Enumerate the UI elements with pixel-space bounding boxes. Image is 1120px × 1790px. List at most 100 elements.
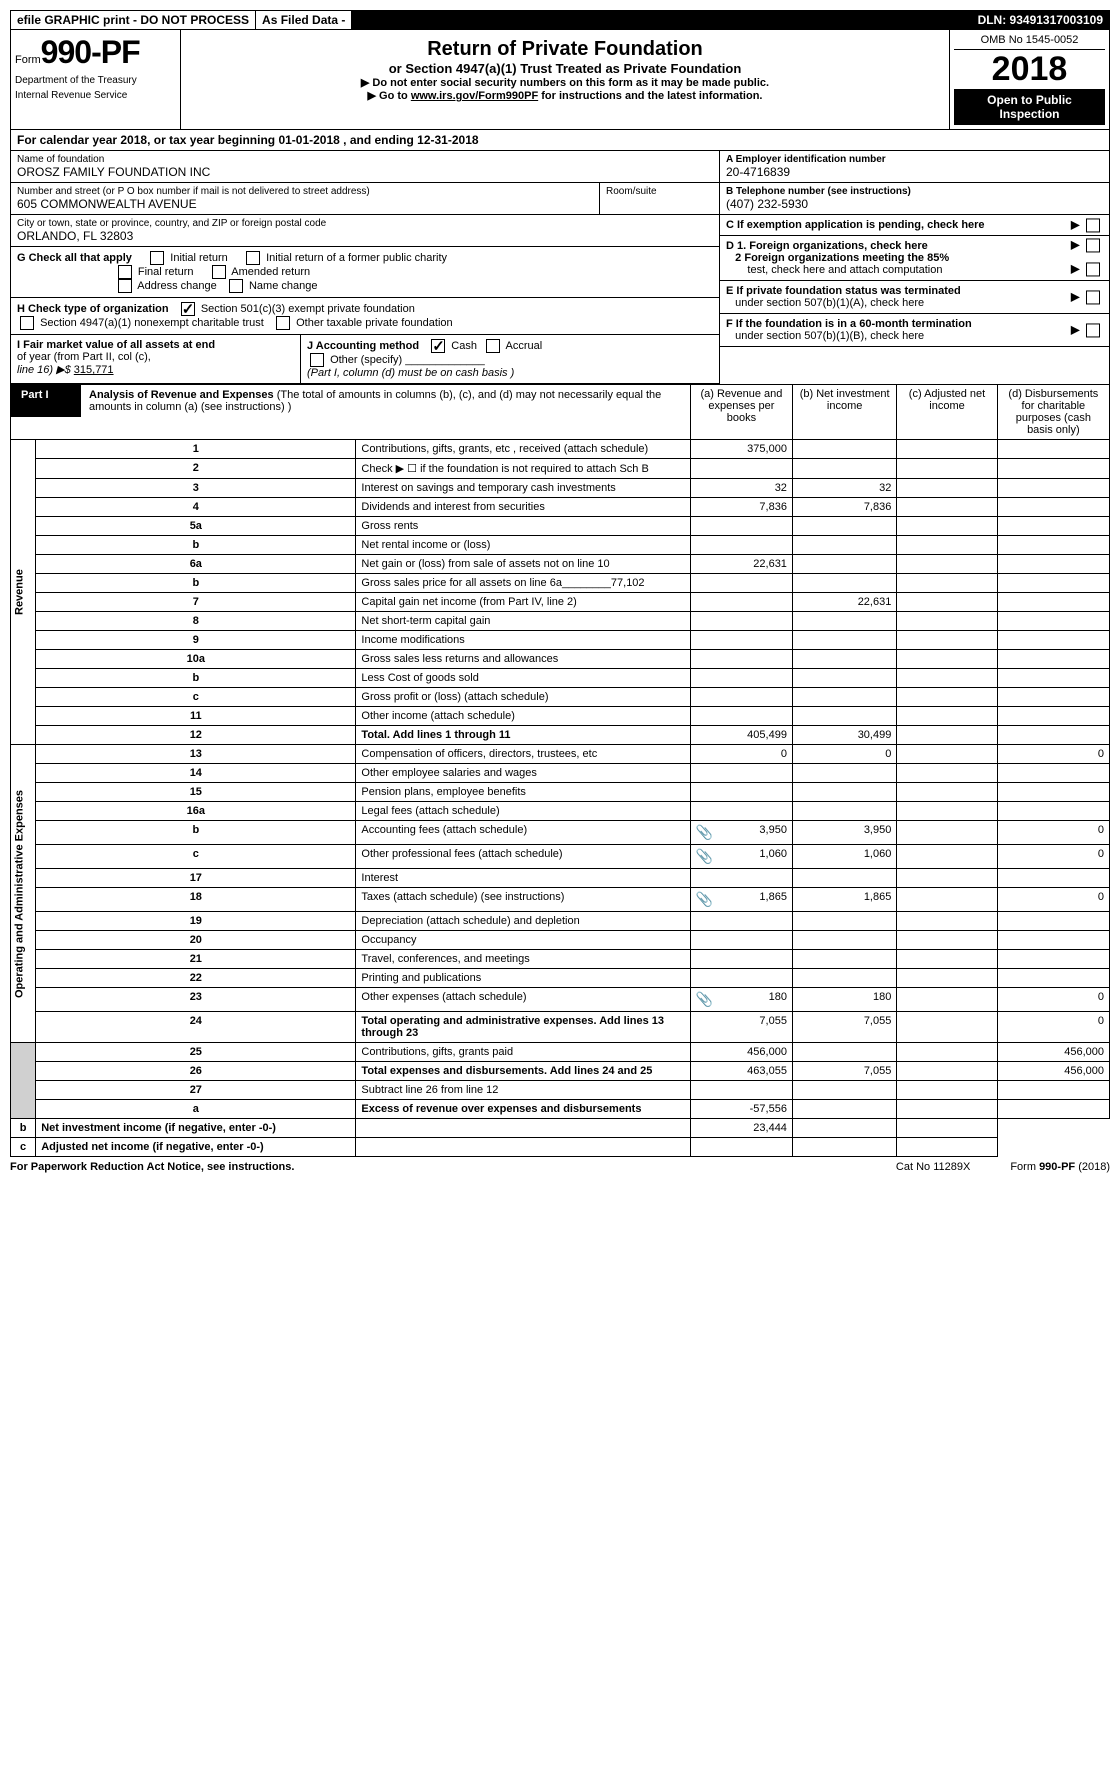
initial-former-checkbox[interactable] — [246, 251, 260, 265]
catalog-number: Cat No 11289X — [896, 1161, 970, 1173]
amount-cell — [897, 726, 997, 745]
section-i: I Fair market value of all assets at end… — [11, 335, 301, 383]
e-label: E If private foundation status was termi… — [726, 285, 961, 297]
form-title: Return of Private Foundation — [189, 38, 941, 61]
amount-cell — [792, 764, 896, 783]
amount-cell — [997, 783, 1109, 802]
g-opt-5: Name change — [249, 280, 318, 292]
amount-cell — [690, 931, 792, 950]
g-opt-3: Amended return — [231, 266, 310, 278]
amount-cell — [997, 950, 1109, 969]
grey-spacer — [11, 1043, 36, 1119]
other-taxable-checkbox[interactable] — [276, 316, 290, 330]
amount-cell: 32 — [690, 479, 792, 498]
table-row: 8Net short-term capital gain — [11, 612, 1110, 631]
amount-cell — [897, 1138, 997, 1157]
amount-cell: 0 — [997, 821, 1109, 845]
name-change-checkbox[interactable] — [229, 279, 243, 293]
paperclip-icon[interactable]: 📎 — [696, 824, 713, 841]
fmv-value: 315,771 — [74, 364, 114, 376]
amount-cell — [690, 1138, 792, 1157]
amount-cell — [997, 669, 1109, 688]
f-checkbox[interactable] — [1086, 324, 1100, 338]
line-number: a — [36, 1100, 356, 1119]
paperclip-icon[interactable]: 📎 — [696, 891, 713, 908]
page-footer: For Paperwork Reduction Act Notice, see … — [10, 1157, 1110, 1177]
amount-cell — [690, 969, 792, 988]
line-number: 1 — [36, 440, 356, 459]
g-opt-0: Initial return — [170, 252, 227, 264]
accrual-checkbox[interactable] — [486, 339, 500, 353]
amended-return-checkbox[interactable] — [212, 265, 226, 279]
city-label: City or town, state or province, country… — [17, 218, 713, 229]
line-description: Other professional fees (attach schedule… — [356, 845, 690, 869]
amount-cell — [897, 745, 997, 764]
address-change-checkbox[interactable] — [118, 279, 132, 293]
section-f-box: F If the foundation is in a 60-month ter… — [720, 314, 1109, 347]
irs-link[interactable]: www.irs.gov/Form990PF — [411, 90, 538, 102]
line-number: b — [36, 574, 356, 593]
amount-cell — [690, 517, 792, 536]
amount-cell — [792, 969, 896, 988]
line-description: Other income (attach schedule) — [356, 707, 690, 726]
foundation-name: OROSZ FAMILY FOUNDATION INC — [17, 165, 713, 179]
amount-cell — [997, 912, 1109, 931]
amount-cell — [792, 612, 896, 631]
amount-cell: 180 — [792, 988, 896, 1012]
line-description: Contributions, gifts, grants paid — [356, 1043, 690, 1062]
final-return-checkbox[interactable] — [118, 265, 132, 279]
initial-return-checkbox[interactable] — [150, 251, 164, 265]
table-row: 5aGross rents — [11, 517, 1110, 536]
amount-cell — [897, 612, 997, 631]
expenses-vertical-label: Operating and Administrative Expenses — [11, 745, 36, 1043]
amount-cell — [356, 1138, 690, 1157]
e-checkbox[interactable] — [1086, 291, 1100, 305]
line-number: 16a — [36, 802, 356, 821]
cash-checkbox[interactable] — [431, 339, 445, 353]
amount-cell — [690, 688, 792, 707]
table-row: cOther professional fees (attach schedul… — [11, 845, 1110, 869]
line-description: Occupancy — [356, 931, 690, 950]
amount-cell — [690, 950, 792, 969]
room-label: Room/suite — [606, 186, 713, 197]
amount-cell — [897, 1012, 997, 1043]
other-method-checkbox[interactable] — [310, 353, 324, 367]
amount-cell — [997, 764, 1109, 783]
paperclip-icon[interactable]: 📎 — [696, 991, 713, 1008]
501c3-checkbox[interactable] — [181, 302, 195, 316]
amount-cell — [356, 1119, 690, 1138]
line-number: 21 — [36, 950, 356, 969]
amount-cell — [897, 869, 997, 888]
room-suite-cell: Room/suite — [599, 183, 719, 214]
dept-treasury: Department of the Treasury — [15, 75, 176, 86]
paperwork-notice: For Paperwork Reduction Act Notice, see … — [10, 1161, 294, 1173]
amount-cell — [997, 707, 1109, 726]
table-row: 15Pension plans, employee benefits — [11, 783, 1110, 802]
line-description: Taxes (attach schedule) (see instruction… — [356, 888, 690, 912]
amount-cell: 405,499 — [690, 726, 792, 745]
c-checkbox[interactable] — [1086, 219, 1100, 233]
amount-cell — [997, 1100, 1109, 1119]
4947a1-checkbox[interactable] — [20, 316, 34, 330]
amount-cell — [897, 536, 997, 555]
d2-checkbox[interactable] — [1086, 263, 1100, 277]
d1-checkbox[interactable] — [1086, 238, 1100, 252]
paperclip-icon[interactable]: 📎 — [696, 848, 713, 865]
form-number: 990-PF — [41, 34, 140, 70]
table-row: 21Travel, conferences, and meetings — [11, 950, 1110, 969]
amount-cell — [997, 969, 1109, 988]
part1-desc: Analysis of Revenue and Expenses (The to… — [81, 385, 690, 417]
amount-cell — [897, 1100, 997, 1119]
amount-cell — [792, 688, 896, 707]
line-description: Income modifications — [356, 631, 690, 650]
amount-cell — [997, 631, 1109, 650]
line-number: 2 — [36, 459, 356, 479]
amount-cell — [792, 802, 896, 821]
line-description: Subtract line 26 from line 12 — [356, 1081, 690, 1100]
line-description: Printing and publications — [356, 969, 690, 988]
line-description: Interest — [356, 869, 690, 888]
phone-label: B Telephone number (see instructions) — [726, 186, 1103, 197]
part1-header-row: Part I Analysis of Revenue and Expenses … — [11, 385, 1110, 440]
table-row: 4Dividends and interest from securities7… — [11, 498, 1110, 517]
table-row: 11Other income (attach schedule) — [11, 707, 1110, 726]
